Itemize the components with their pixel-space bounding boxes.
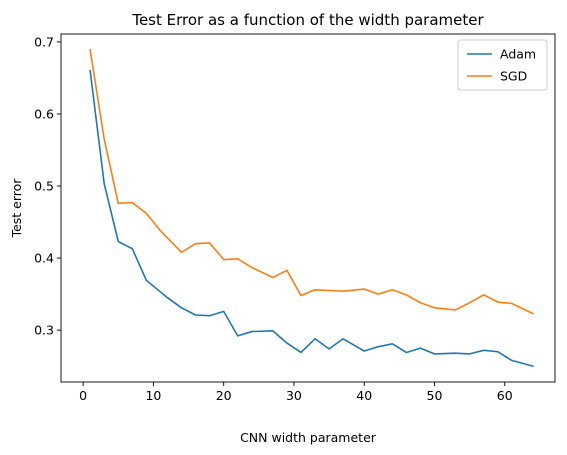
legend-label-sgd: SGD — [500, 69, 527, 84]
x-tick-label: 40 — [356, 388, 372, 403]
axes-frame — [60, 33, 556, 383]
y-tick-label: 0.4 — [34, 251, 54, 266]
x-tick-label: 60 — [497, 388, 513, 403]
y-tick-label: 0.6 — [34, 106, 54, 121]
legend: Adam SGD — [457, 39, 548, 91]
y-axis-label: Test error — [9, 178, 24, 239]
legend-label-adam: Adam — [500, 47, 536, 62]
x-tick-label: 20 — [216, 388, 232, 403]
x-tick-label: 50 — [427, 388, 443, 403]
chart-title: Test Error as a function of the width pa… — [131, 11, 484, 29]
y-tick-label: 0.7 — [34, 34, 54, 49]
x-axis-label: CNN width parameter — [240, 430, 377, 445]
x-tick-label: 0 — [79, 388, 87, 403]
legend-box — [457, 39, 548, 91]
plot-area: 0 10 20 30 40 50 60 0.3 0.4 0.5 0.6 0.7 — [34, 33, 556, 403]
y-tick-label: 0.5 — [34, 179, 54, 194]
x-tick-label: 30 — [286, 388, 302, 403]
x-tick-label: 10 — [145, 388, 161, 403]
series-line-adam — [89, 69, 534, 368]
series-line-sgd — [89, 48, 534, 315]
y-tick-label: 0.3 — [34, 323, 54, 338]
